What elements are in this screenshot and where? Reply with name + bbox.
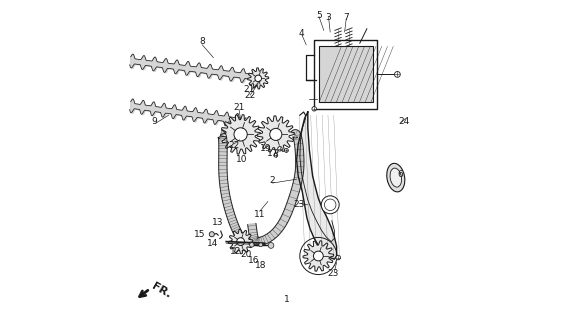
Text: 22: 22	[228, 141, 239, 150]
Polygon shape	[247, 130, 304, 246]
Text: 4: 4	[298, 29, 304, 38]
Text: 2: 2	[270, 176, 276, 185]
Ellipse shape	[387, 163, 405, 192]
Text: 8: 8	[199, 37, 205, 46]
Text: 21: 21	[243, 85, 254, 94]
Text: 13: 13	[211, 218, 223, 227]
FancyBboxPatch shape	[319, 46, 374, 102]
Polygon shape	[228, 229, 253, 254]
Text: 6: 6	[398, 170, 404, 179]
Text: 12: 12	[230, 247, 241, 256]
Text: 11: 11	[254, 210, 266, 219]
Ellipse shape	[390, 168, 402, 187]
Circle shape	[234, 128, 247, 141]
Circle shape	[250, 243, 254, 247]
Text: 23: 23	[328, 269, 339, 278]
Polygon shape	[257, 116, 294, 153]
Circle shape	[312, 107, 316, 111]
Circle shape	[313, 251, 323, 261]
Circle shape	[268, 243, 274, 248]
Text: 10: 10	[236, 156, 247, 164]
Circle shape	[394, 71, 400, 77]
Polygon shape	[297, 112, 336, 259]
Circle shape	[236, 238, 245, 245]
Text: 24: 24	[398, 117, 409, 126]
Text: 19: 19	[261, 144, 272, 153]
Text: 23: 23	[293, 200, 305, 209]
Text: 17: 17	[267, 149, 278, 158]
Text: 1: 1	[284, 295, 290, 304]
Circle shape	[285, 148, 288, 152]
Text: 3: 3	[325, 13, 331, 22]
Polygon shape	[247, 68, 269, 89]
Text: 9: 9	[152, 117, 157, 126]
Circle shape	[274, 153, 278, 157]
Text: 5: 5	[316, 12, 322, 20]
Text: 22: 22	[245, 92, 256, 100]
Circle shape	[259, 243, 263, 247]
Polygon shape	[221, 115, 261, 154]
Polygon shape	[303, 241, 333, 271]
Text: 7: 7	[343, 13, 349, 22]
Text: 18: 18	[255, 261, 266, 270]
Circle shape	[336, 255, 340, 260]
Text: FR.: FR.	[150, 281, 173, 300]
Circle shape	[270, 128, 282, 140]
Text: 15: 15	[194, 230, 205, 239]
Circle shape	[321, 196, 339, 214]
Text: 21: 21	[233, 103, 245, 112]
Polygon shape	[218, 130, 243, 237]
Circle shape	[278, 147, 282, 151]
Circle shape	[210, 232, 214, 237]
Text: 14: 14	[207, 239, 219, 248]
Text: 16: 16	[247, 256, 259, 265]
Text: 20: 20	[241, 250, 252, 259]
Circle shape	[255, 75, 262, 82]
